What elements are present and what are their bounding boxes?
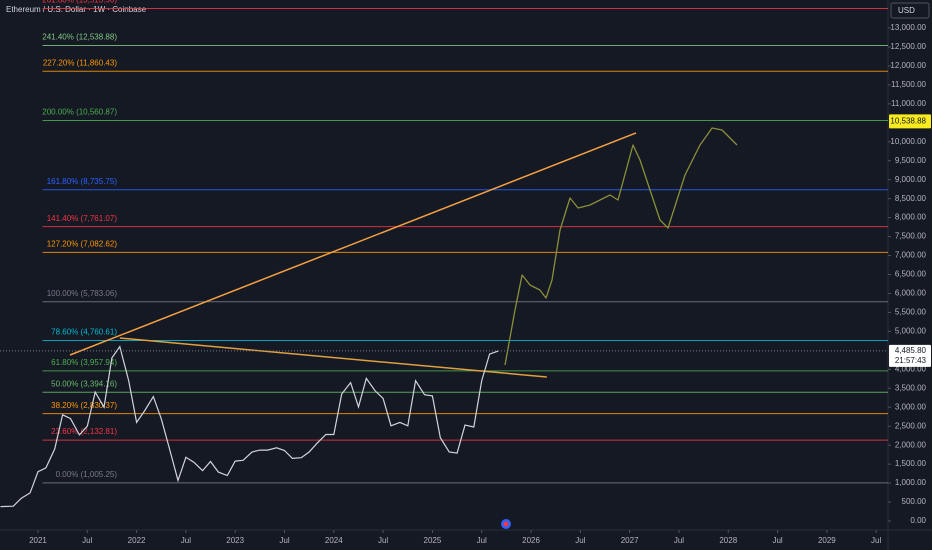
y-tick-label: 3,500.00 — [895, 383, 927, 392]
chart-title: Ethereum / U.S. Dollar · 1W · Coinbase — [6, 5, 147, 14]
y-tick-label: 500.00 — [902, 497, 927, 506]
y-tick-label: 11,500.00 — [891, 80, 927, 89]
y-tick-label: 11,000.00 — [891, 99, 927, 108]
y-tick-label: 7,000.00 — [895, 251, 927, 260]
y-tick-label: 12,000.00 — [890, 61, 926, 70]
y-tick-label: 12,500.00 — [890, 42, 926, 51]
y-tick-label: 0.00 — [910, 516, 926, 525]
x-tick-label: Jul — [575, 536, 585, 545]
y-tick-label: 1,500.00 — [895, 459, 927, 468]
fib-label: 61.80% (3,957.94) — [51, 358, 117, 367]
y-tick-label: 3,000.00 — [895, 402, 927, 411]
fib-label: 50.00% (3,394.16) — [51, 379, 117, 388]
x-tick-label: 2021 — [29, 536, 47, 545]
last-price-label: 4,485.80 — [895, 346, 927, 355]
currency-label: USD — [898, 6, 915, 15]
fib-label: 161.80% (8,735.75) — [47, 177, 118, 186]
marker-tag — [889, 114, 931, 129]
x-tick-label: 2027 — [621, 536, 639, 545]
projection-path — [504, 127, 738, 366]
countdown-label: 21:57:43 — [895, 356, 927, 365]
data-layer — [0, 127, 888, 508]
fib-label: 261.80% (13,513.56) — [42, 0, 117, 5]
fib-label: 0.00% (1,005.25) — [56, 470, 118, 479]
x-tick-label: 2023 — [226, 536, 244, 545]
x-tick-label: 2029 — [818, 536, 836, 545]
fib-label: 23.60% (2,132.81) — [51, 427, 117, 436]
levels-layer: 261.80% (13,513.56) 241.40% (12,538.88) 22… — [42, 0, 888, 484]
y-tick-label: 9,500.00 — [895, 156, 927, 165]
x-tick-label: Jul — [181, 536, 191, 545]
axis-layer: 0.00 500.00 1,000.00 1,500.00 2,000.00 2,500.… — [29, 23, 931, 545]
y-tick-label: 6,000.00 — [895, 289, 927, 298]
y-tick-label: 13,000.00 — [890, 23, 926, 32]
x-tick-label: 2022 — [128, 536, 146, 545]
marker-label: 10,538.88 — [890, 116, 926, 125]
y-tick-label: 5,500.00 — [895, 308, 927, 317]
trend-line — [119, 337, 547, 378]
y-tick-label: 5,000.00 — [895, 326, 927, 335]
fib-label: 141.40% (7,761.07) — [47, 214, 118, 223]
fib-label: 227.20% (11,860.43) — [43, 58, 117, 67]
fib-label: 38.20% (2,830.37) — [51, 401, 117, 410]
fib-label: 241.40% (12,538.88) — [42, 33, 117, 42]
x-tick-label: 2025 — [424, 536, 442, 545]
y-tick-label: 1,000.00 — [895, 478, 927, 487]
y-tick-label: 7,500.00 — [895, 232, 927, 241]
trend-line — [69, 132, 637, 356]
event-icon-dot — [503, 521, 509, 527]
x-tick-label: Jul — [82, 536, 92, 545]
x-tick-label: Jul — [378, 536, 388, 545]
fib-label: 200.00% (10,560.87) — [42, 108, 117, 117]
x-tick-label: 2024 — [325, 536, 343, 545]
x-tick-label: Jul — [279, 536, 289, 545]
x-tick-label: 2028 — [719, 536, 737, 545]
x-tick-label: Jul — [871, 536, 881, 545]
y-tick-label: 4,000.00 — [895, 364, 927, 373]
y-tick-label: 8,000.00 — [895, 213, 927, 222]
y-tick-label: 2,000.00 — [895, 440, 927, 449]
y-tick-label: 10,000.00 — [890, 137, 926, 146]
x-tick-label: Jul — [477, 536, 487, 545]
last-price-tag — [889, 344, 931, 367]
y-tick-label: 8,500.00 — [895, 194, 927, 203]
fib-label: 127.20% (7,082.62) — [47, 240, 118, 249]
price-line — [0, 345, 499, 508]
y-tick-label: 2,500.00 — [895, 421, 927, 430]
fib-label: 78.60% (4,760.61) — [51, 328, 117, 337]
x-tick-label: Jul — [772, 536, 782, 545]
y-tick-label: 6,500.00 — [895, 270, 927, 279]
fib-label: 100.00% (5,783.06) — [47, 289, 118, 298]
x-tick-label: Jul — [674, 536, 684, 545]
y-tick-label: 9,000.00 — [895, 175, 927, 184]
x-tick-label: 2026 — [522, 536, 540, 545]
currency-box — [890, 2, 930, 19]
